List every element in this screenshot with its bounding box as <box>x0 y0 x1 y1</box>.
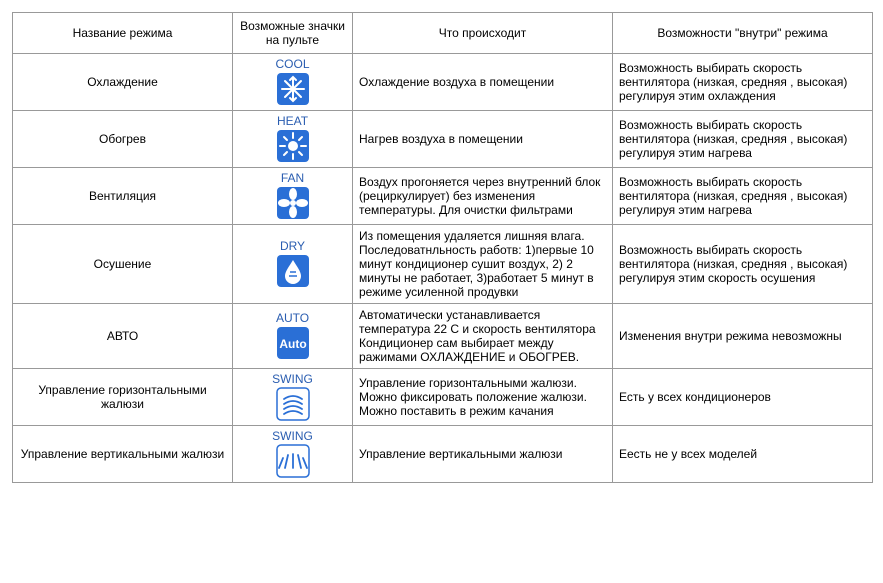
swing-v-icon <box>276 444 310 478</box>
mode-name-cell: Управление горизонтальными жалюзи <box>13 369 233 426</box>
mode-name-cell: Обогрев <box>13 111 233 168</box>
icon-label: FAN <box>281 172 304 184</box>
table-row: Управление вертикальными жалюзи SWING Упр… <box>13 426 873 483</box>
mode-name-cell: Охлаждение <box>13 54 233 111</box>
inside-mode-cell: Еесть не у всех моделей <box>613 426 873 483</box>
snowflake-icon <box>276 72 310 106</box>
mode-name-cell: Осушение <box>13 225 233 304</box>
mode-name-cell: АВТО <box>13 304 233 369</box>
fan-icon <box>276 186 310 220</box>
drop-icon <box>276 254 310 288</box>
table-row: Охлаждение COOL Охлаждение воздуха в поме… <box>13 54 873 111</box>
icon-label: DRY <box>280 240 305 252</box>
inside-mode-cell: Возможность выбирать скорость вентилятор… <box>613 54 873 111</box>
icon-cell: DRY <box>233 225 353 304</box>
modes-table: Название режима Возможные значки на пуль… <box>12 12 873 483</box>
icon-label: HEAT <box>277 115 308 127</box>
table-header-row: Название режима Возможные значки на пуль… <box>13 13 873 54</box>
header-icons: Возможные значки на пульте <box>233 13 353 54</box>
icon-cell: FAN <box>233 168 353 225</box>
icon-label: SWING <box>272 430 313 442</box>
icon-label: COOL <box>275 58 309 70</box>
swing-h-icon <box>276 387 310 421</box>
what-happens-cell: Нагрев воздуха в помещении <box>353 111 613 168</box>
inside-mode-cell: Возможность выбирать скорость вентилятор… <box>613 168 873 225</box>
icon-cell: COOL <box>233 54 353 111</box>
inside-mode-cell: Есть у всех кондиционеров <box>613 369 873 426</box>
what-happens-cell: Охлаждение воздуха в помещении <box>353 54 613 111</box>
table-row: Вентиляция FAN Воздух прогоняется через в… <box>13 168 873 225</box>
table-row: Осушение DRY Из помещения удаляется лишня… <box>13 225 873 304</box>
inside-mode-cell: Возможность выбирать скорость вентилятор… <box>613 225 873 304</box>
svg-text:Auto: Auto <box>279 337 306 351</box>
inside-mode-cell: Изменения внутри режима невозможны <box>613 304 873 369</box>
icon-cell: HEAT <box>233 111 353 168</box>
auto-icon: Auto <box>276 326 310 360</box>
icon-cell: SWING <box>233 369 353 426</box>
mode-name-cell: Вентиляция <box>13 168 233 225</box>
table-row: АВТОAUTO Auto Автоматически устанавливае… <box>13 304 873 369</box>
what-happens-cell: Автоматически устанавливается температур… <box>353 304 613 369</box>
header-mode: Название режима <box>13 13 233 54</box>
table-row: Обогрев HEAT Нагрев воздуха в помещенииВо… <box>13 111 873 168</box>
what-happens-cell: Из помещения удаляется лишняя влага. Пос… <box>353 225 613 304</box>
icon-label: AUTO <box>276 312 309 324</box>
table-row: Управление горизонтальными жалюзи SWING У… <box>13 369 873 426</box>
mode-name-cell: Управление вертикальными жалюзи <box>13 426 233 483</box>
inside-mode-cell: Возможность выбирать скорость вентилятор… <box>613 111 873 168</box>
header-inside: Возможности "внутри" режима <box>613 13 873 54</box>
header-what: Что происходит <box>353 13 613 54</box>
icon-cell: AUTO Auto <box>233 304 353 369</box>
what-happens-cell: Управление вертикальными жалюзи <box>353 426 613 483</box>
sun-icon <box>276 129 310 163</box>
icon-cell: SWING <box>233 426 353 483</box>
what-happens-cell: Управление горизонтальными жалюзи. Можно… <box>353 369 613 426</box>
what-happens-cell: Воздух прогоняется через внутренний блок… <box>353 168 613 225</box>
icon-label: SWING <box>272 373 313 385</box>
